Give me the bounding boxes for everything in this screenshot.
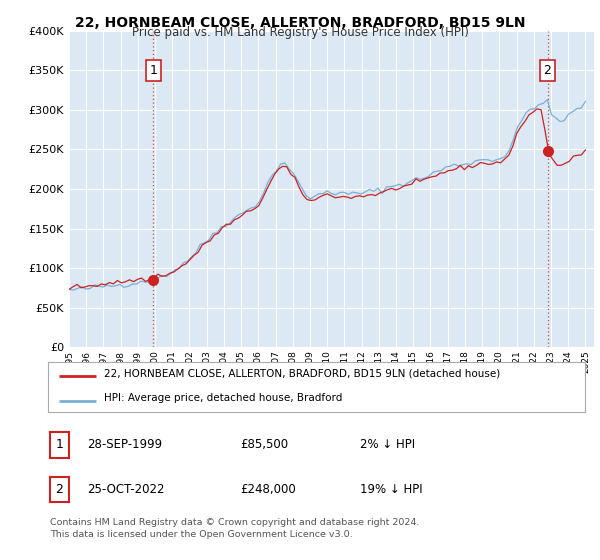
Text: 22, HORNBEAM CLOSE, ALLERTON, BRADFORD, BD15 9LN (detached house): 22, HORNBEAM CLOSE, ALLERTON, BRADFORD, … [104,368,500,378]
Text: 1: 1 [149,64,157,77]
Text: 22, HORNBEAM CLOSE, ALLERTON, BRADFORD, BD15 9LN: 22, HORNBEAM CLOSE, ALLERTON, BRADFORD, … [75,16,525,30]
Text: 25-OCT-2022: 25-OCT-2022 [87,483,164,496]
Text: 28-SEP-1999: 28-SEP-1999 [87,438,162,451]
Text: £85,500: £85,500 [240,438,288,451]
Text: HPI: Average price, detached house, Bradford: HPI: Average price, detached house, Brad… [104,393,343,403]
Text: £248,000: £248,000 [240,483,296,496]
Text: Price paid vs. HM Land Registry's House Price Index (HPI): Price paid vs. HM Land Registry's House … [131,26,469,39]
Text: 2: 2 [544,64,551,77]
Text: 2: 2 [55,483,64,496]
Text: 2% ↓ HPI: 2% ↓ HPI [360,438,415,451]
Text: 1: 1 [55,438,64,451]
Text: Contains HM Land Registry data © Crown copyright and database right 2024.
This d: Contains HM Land Registry data © Crown c… [50,518,419,539]
Text: 19% ↓ HPI: 19% ↓ HPI [360,483,422,496]
